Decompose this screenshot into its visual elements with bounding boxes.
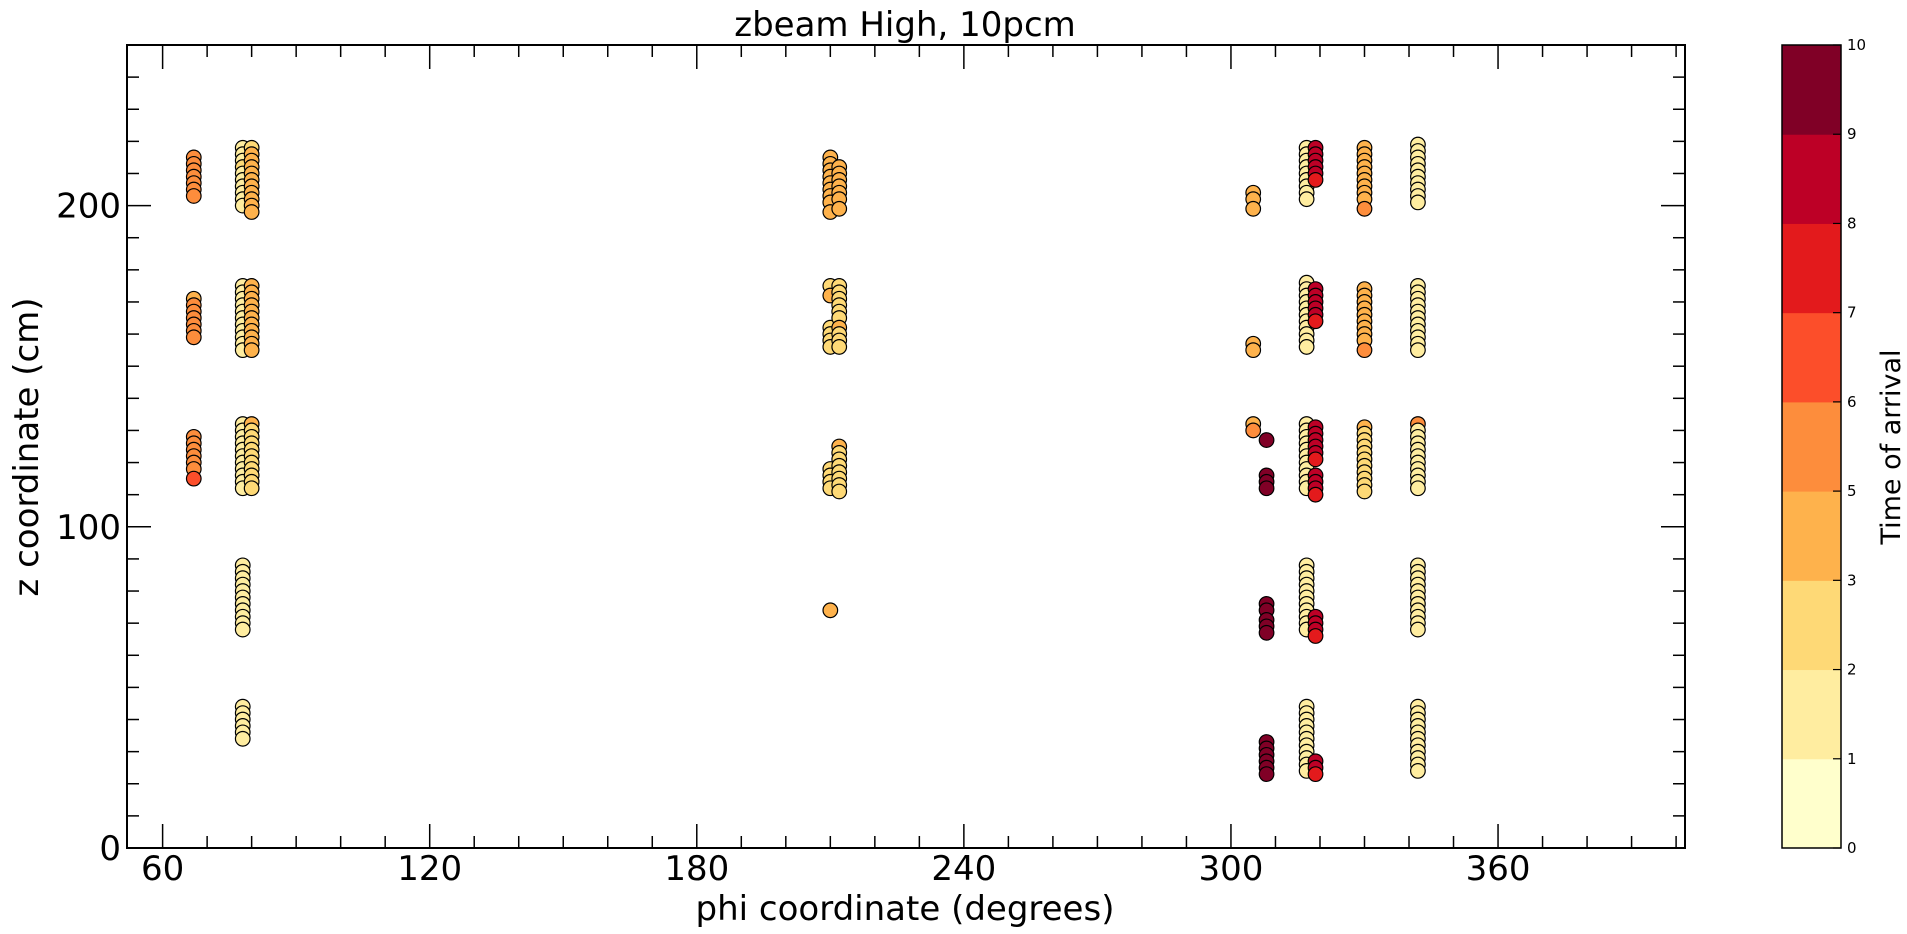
data-point — [1307, 313, 1324, 330]
data-point — [1356, 483, 1373, 500]
y-axis-label: z coordinate (cm) — [7, 297, 47, 596]
data-point — [1258, 432, 1275, 448]
data-point — [1410, 763, 1426, 779]
colorbar-segment — [1782, 580, 1841, 671]
data-point — [243, 342, 260, 359]
data-point — [1307, 486, 1324, 503]
colorbar-tick-label: 10 — [1847, 36, 1866, 54]
colorbar-segment — [1782, 491, 1841, 581]
data-point — [185, 470, 202, 487]
data-point — [1307, 172, 1324, 188]
data-point — [822, 602, 839, 619]
data-point — [1258, 624, 1275, 641]
colorbar-segment — [1782, 134, 1841, 224]
data-point — [1307, 628, 1324, 644]
colorbar-tick-label: 1 — [1847, 750, 1857, 768]
data-point — [1410, 194, 1426, 211]
data-point — [1258, 480, 1275, 497]
data-point — [185, 329, 202, 346]
data-point — [1307, 766, 1324, 783]
colorbar-segment — [1782, 669, 1841, 760]
data-point — [243, 480, 260, 497]
data-points — [185, 136, 1426, 783]
data-point — [831, 339, 848, 355]
x-tick-label: 60 — [141, 849, 184, 889]
plot-frame — [126, 44, 1686, 849]
data-point — [1245, 342, 1262, 359]
data-point — [185, 188, 202, 204]
data-point — [831, 483, 848, 500]
colorbar-label: Time of arrival — [1876, 349, 1907, 545]
data-point — [1258, 766, 1275, 783]
colorbar-segment — [1782, 45, 1841, 135]
x-tick-label: 360 — [1466, 849, 1531, 889]
data-point — [1307, 451, 1324, 468]
colorbar-tick-label: 2 — [1847, 661, 1857, 679]
x-tick-label: 180 — [664, 849, 729, 889]
colorbar-tick-label: 9 — [1847, 125, 1857, 143]
y-tick-label: 200 — [56, 187, 121, 227]
axis-ticks: 60 120 180 240 300 360 0 100 200 — [56, 44, 1685, 889]
data-point — [1410, 342, 1426, 359]
data-point — [1410, 621, 1426, 638]
colorbar-segment — [1782, 312, 1841, 403]
x-tick-label: 120 — [397, 849, 462, 889]
colorbar-segment — [1782, 758, 1841, 849]
data-point — [1245, 200, 1262, 217]
colorbar-segment — [1782, 401, 1841, 492]
y-tick-label: 0 — [99, 829, 121, 869]
data-point — [234, 621, 251, 638]
data-point — [234, 730, 251, 747]
data-point — [1356, 200, 1373, 217]
colorbar-tick-label: 6 — [1847, 393, 1857, 411]
data-point — [1356, 342, 1373, 359]
colorbar-tick-label: 3 — [1847, 571, 1857, 589]
colorbar: 0 1 2 3 5 6 7 8 9 10 — [1781, 36, 1866, 857]
y-tick-label: 100 — [56, 508, 121, 548]
colorbar-tick-label: 0 — [1847, 839, 1857, 857]
data-point — [831, 200, 848, 217]
data-point — [1410, 480, 1426, 497]
x-tick-label: 240 — [931, 849, 996, 889]
chart-title: zbeam High, 10pcm — [734, 5, 1076, 45]
data-point — [1298, 339, 1315, 355]
data-point — [243, 204, 260, 220]
colorbar-segment — [1782, 223, 1841, 314]
colorbar-tick-label: 8 — [1847, 214, 1857, 232]
data-point — [1298, 191, 1315, 208]
colorbar-tick-label: 5 — [1847, 482, 1857, 500]
colorbar-tick-label: 7 — [1847, 304, 1857, 322]
x-tick-label: 300 — [1199, 849, 1264, 889]
data-point — [1245, 422, 1262, 439]
x-axis-label: phi coordinate (degrees) — [696, 889, 1115, 929]
colorbar-frame — [1781, 44, 1842, 849]
